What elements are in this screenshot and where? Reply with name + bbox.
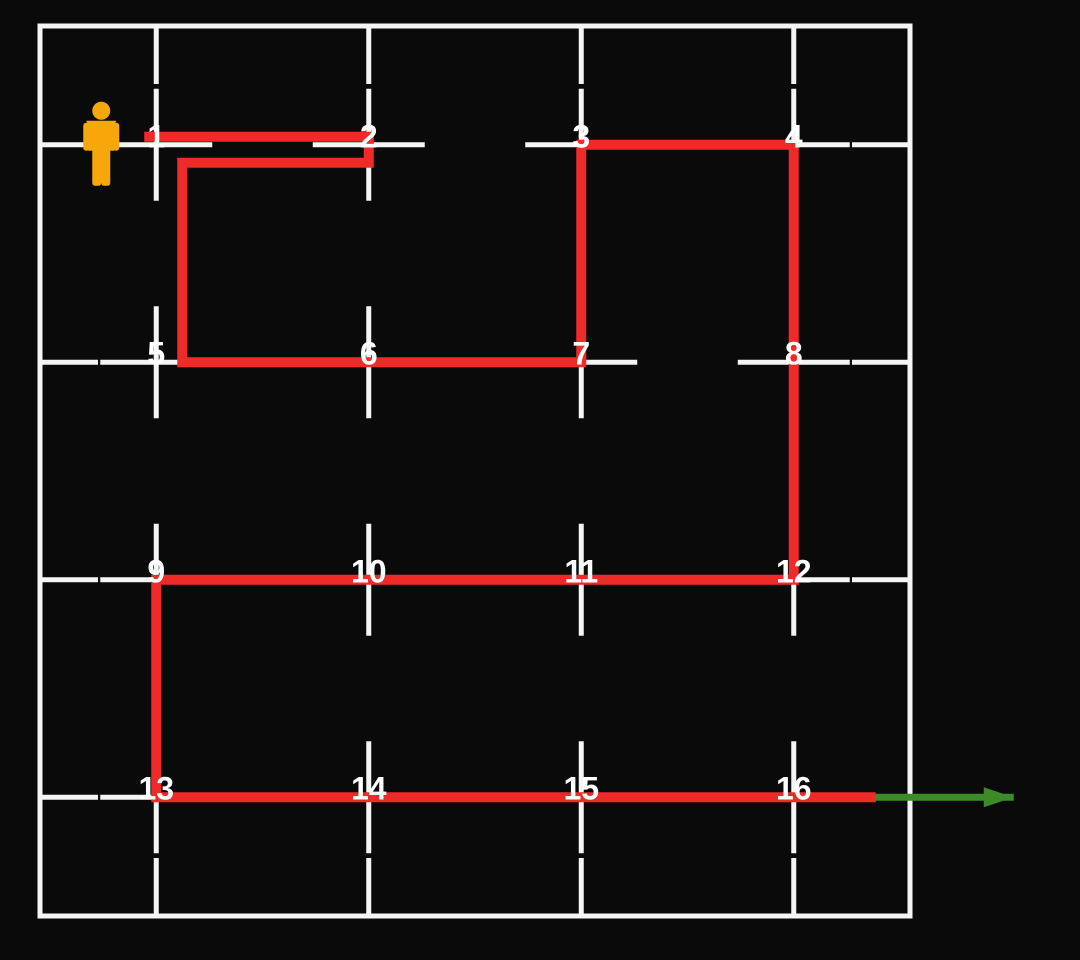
node-label-1: 1	[147, 118, 165, 155]
node-label-12: 12	[776, 553, 812, 590]
node-label-2: 2	[360, 118, 378, 155]
node-label-4: 4	[785, 118, 803, 155]
node-label-15: 15	[563, 771, 599, 808]
node-label-14: 14	[351, 771, 387, 808]
node-label-7: 7	[572, 336, 590, 373]
diagram-stage: 12345678910111213141516	[0, 0, 1080, 960]
node-label-10: 10	[351, 553, 387, 590]
node-label-16: 16	[776, 771, 812, 808]
node-label-9: 9	[147, 553, 165, 590]
person-icon	[83, 102, 119, 186]
path-line	[144, 137, 876, 798]
node-label-13: 13	[138, 771, 174, 808]
node-label-3: 3	[572, 118, 590, 155]
node-label-6: 6	[360, 336, 378, 373]
node-label-11: 11	[564, 553, 598, 590]
exit-arrow-head	[984, 787, 1014, 807]
node-label-5: 5	[147, 336, 165, 373]
node-label-8: 8	[785, 336, 803, 373]
